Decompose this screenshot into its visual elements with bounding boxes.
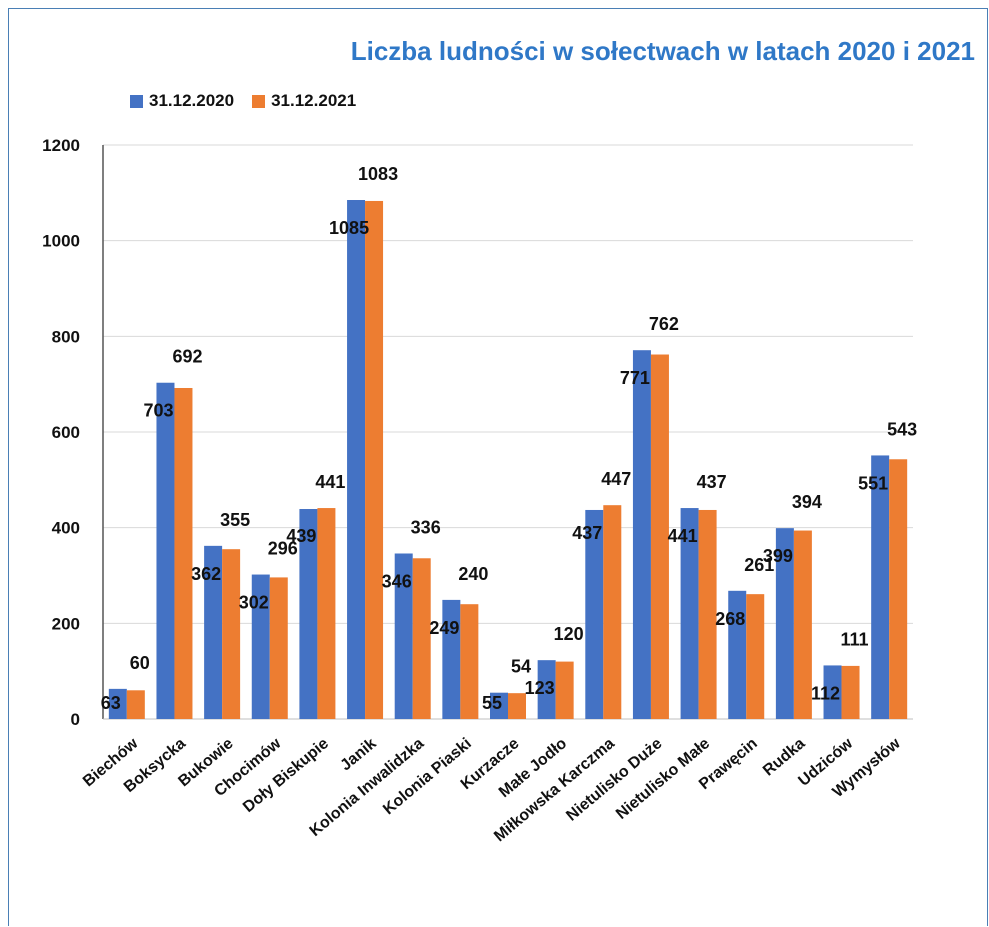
bar-2021 bbox=[126, 690, 145, 719]
data-label-2020: 63 bbox=[101, 693, 121, 713]
legend-item-2021: 31.12.2021 bbox=[252, 91, 356, 111]
bar-2020 bbox=[775, 528, 794, 719]
data-label-2020: 362 bbox=[191, 564, 221, 584]
data-label-2021: 1083 bbox=[358, 164, 398, 184]
bar-2020 bbox=[585, 509, 604, 719]
y-tick-label: 400 bbox=[52, 519, 80, 538]
data-label-2021: 60 bbox=[130, 653, 150, 673]
chart-frame bbox=[8, 8, 988, 926]
data-label-2020: 302 bbox=[239, 593, 269, 613]
data-label-2020: 123 bbox=[525, 678, 555, 698]
data-label-2021: 54 bbox=[511, 657, 531, 677]
x-tick-label: Doły Biskupie bbox=[240, 735, 332, 816]
data-label-2020: 268 bbox=[715, 609, 745, 629]
data-label-2020: 437 bbox=[572, 523, 602, 543]
bar-2021 bbox=[746, 594, 765, 719]
bar-2021 bbox=[698, 509, 717, 719]
data-label-2021: 355 bbox=[220, 510, 250, 530]
bar-2020 bbox=[537, 660, 556, 719]
bar-2021 bbox=[174, 387, 193, 719]
bar-2021 bbox=[650, 354, 669, 719]
data-label-2021: 336 bbox=[411, 517, 441, 537]
data-label-2021: 437 bbox=[697, 472, 727, 492]
y-tick-label: 1200 bbox=[42, 136, 80, 155]
data-label-2021: 441 bbox=[315, 472, 345, 492]
bar-2020 bbox=[632, 350, 651, 719]
chart-legend: 31.12.2020 31.12.2021 bbox=[130, 91, 356, 111]
legend-swatch-2021 bbox=[252, 94, 266, 108]
bar-2021 bbox=[603, 505, 622, 719]
bar-2021 bbox=[793, 530, 812, 719]
chart-title: Liczba ludności w sołectwach w latach 20… bbox=[350, 36, 975, 66]
y-tick-label: 800 bbox=[52, 327, 80, 346]
y-tick-label: 600 bbox=[52, 423, 80, 442]
data-label-2020: 703 bbox=[143, 401, 173, 421]
bar-2020 bbox=[680, 508, 699, 719]
bar-2021 bbox=[365, 200, 384, 720]
data-label-2021: 762 bbox=[649, 314, 679, 334]
data-label-2021: 120 bbox=[554, 624, 584, 644]
legend-item-2020: 31.12.2020 bbox=[130, 91, 234, 111]
bar-2021 bbox=[222, 549, 241, 719]
bar-2021 bbox=[269, 577, 288, 719]
data-label-2021: 240 bbox=[458, 564, 488, 584]
data-label-2021: 111 bbox=[841, 629, 869, 649]
data-label-2020: 771 bbox=[620, 368, 650, 388]
data-label-2020: 112 bbox=[811, 683, 840, 703]
data-label-2021: 261 bbox=[744, 555, 774, 575]
bar-2021 bbox=[555, 661, 574, 719]
bar-2020 bbox=[442, 599, 461, 719]
bar-2020 bbox=[299, 509, 318, 719]
data-label-2020: 441 bbox=[668, 526, 698, 546]
data-label-2020: 346 bbox=[382, 571, 412, 591]
bar-2020 bbox=[823, 665, 842, 719]
legend-label-2021: 31.12.2021 bbox=[271, 91, 357, 110]
bar-2020 bbox=[156, 382, 175, 719]
data-label-2021: 447 bbox=[601, 469, 631, 489]
bar-2021 bbox=[460, 604, 479, 719]
data-label-2021: 692 bbox=[172, 347, 202, 367]
y-tick-label: 200 bbox=[52, 614, 80, 633]
bar-2020 bbox=[204, 545, 223, 719]
data-label-2020: 55 bbox=[482, 693, 502, 713]
bar-2020 bbox=[871, 455, 890, 719]
data-label-2020: 399 bbox=[763, 546, 793, 566]
bar-2020 bbox=[394, 553, 413, 719]
bar-2020 bbox=[347, 200, 366, 720]
data-label-2020: 1085 bbox=[329, 218, 369, 238]
data-label-2020: 439 bbox=[286, 526, 316, 546]
bar-2020 bbox=[251, 574, 270, 719]
y-tick-label: 1000 bbox=[42, 232, 80, 251]
bar-2020 bbox=[108, 688, 127, 719]
data-label-2021: 296 bbox=[268, 539, 298, 559]
legend-label-2020: 31.12.2020 bbox=[149, 91, 235, 110]
bar-2021 bbox=[317, 508, 336, 719]
bar-2020 bbox=[490, 692, 508, 719]
x-tick-label: Janik bbox=[337, 735, 379, 774]
legend-swatch-2020 bbox=[130, 94, 143, 108]
bar-2021 bbox=[889, 459, 908, 719]
bar-2021 bbox=[508, 693, 526, 719]
data-label-2020: 551 bbox=[858, 473, 888, 493]
bar-2021 bbox=[412, 558, 431, 719]
data-label-2021: 394 bbox=[792, 492, 822, 512]
bar-2021 bbox=[841, 665, 860, 719]
y-tick-label: 0 bbox=[71, 710, 80, 729]
data-label-2020: 249 bbox=[429, 618, 459, 638]
bar-2020 bbox=[728, 590, 747, 719]
data-label-2021: 543 bbox=[887, 419, 917, 439]
